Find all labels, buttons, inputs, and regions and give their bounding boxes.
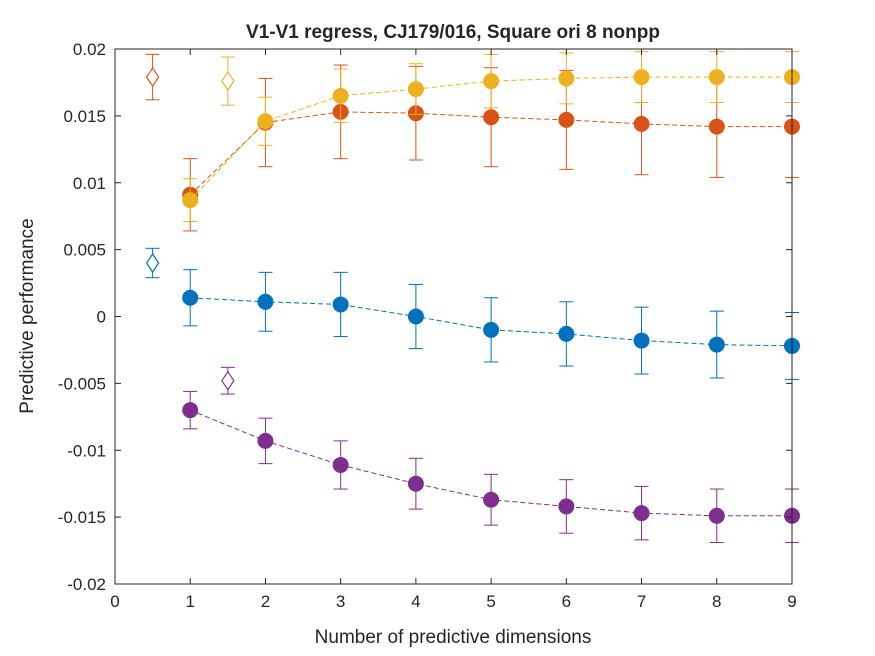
data-point: [182, 402, 199, 419]
y-tick-label: -0.01: [67, 441, 106, 460]
y-axis-label: Predictive performance: [17, 218, 38, 413]
y-tick-label: 0.02: [73, 40, 106, 59]
data-point: [407, 475, 424, 492]
x-tick-label: 9: [787, 592, 796, 611]
series-1: [145, 247, 800, 380]
data-point: [257, 113, 274, 130]
series-3: [182, 51, 800, 223]
data-point: [257, 432, 274, 449]
reference-diamond: [145, 67, 160, 88]
series-line: [190, 297, 793, 347]
data-point: [558, 111, 575, 128]
data-point: [633, 332, 650, 349]
data-point: [332, 296, 349, 313]
data-point: [483, 321, 500, 338]
y-tick-label: 0.01: [73, 174, 106, 193]
data-point: [708, 118, 725, 135]
data-point: [633, 69, 650, 86]
data-point: [332, 87, 349, 104]
data-point: [407, 308, 424, 325]
x-tick-label: 5: [486, 592, 495, 611]
data-point: [558, 325, 575, 342]
x-tick-label: 1: [185, 592, 194, 611]
data-point: [483, 109, 500, 126]
y-tick-label: 0.005: [63, 241, 106, 260]
y-tick-label: -0.015: [58, 508, 106, 527]
data-point: [558, 498, 575, 515]
data-point: [708, 69, 725, 86]
y-tick-label: -0.005: [58, 374, 106, 393]
data-point: [332, 456, 349, 473]
data-point: [257, 293, 274, 310]
y-ticks: -0.02 -0.015 -0.01 -0.005 0 0.005 0.01 0.015 0.0…: [58, 40, 792, 594]
series-layer: [145, 51, 800, 544]
plot-area: [115, 49, 792, 584]
data-point: [483, 73, 500, 90]
reference-diamond: [221, 370, 235, 391]
data-point: [708, 336, 725, 353]
x-axis-label: Number of predictive dimensions: [315, 627, 592, 648]
x-tick-label: 4: [411, 592, 420, 611]
y-tick-label: 0: [97, 308, 106, 327]
x-tick-label: 6: [562, 592, 571, 611]
data-point: [407, 81, 424, 98]
reference-diamond: [145, 252, 160, 274]
data-point: [633, 505, 650, 522]
x-ticks: 0 1 2 3 4 5 6 7 8 9: [110, 49, 797, 611]
data-point: [483, 491, 500, 508]
data-point: [633, 115, 650, 132]
y-tick-label: -0.02: [67, 575, 106, 594]
x-tick-label: 3: [336, 592, 345, 611]
data-point: [708, 507, 725, 524]
data-point: [182, 289, 199, 306]
x-tick-label: 0: [110, 592, 119, 611]
chart-title: V1-V1 regress, CJ179/016, Square ori 8 n…: [246, 22, 660, 43]
x-tick-label: 7: [637, 592, 646, 611]
series-4: [182, 366, 800, 544]
reference-diamond: [221, 71, 235, 92]
data-point: [558, 70, 575, 87]
x-tick-label: 2: [261, 592, 270, 611]
x-tick-label: 8: [712, 592, 721, 611]
data-point: [182, 192, 199, 209]
y-tick-label: 0.015: [63, 107, 106, 126]
